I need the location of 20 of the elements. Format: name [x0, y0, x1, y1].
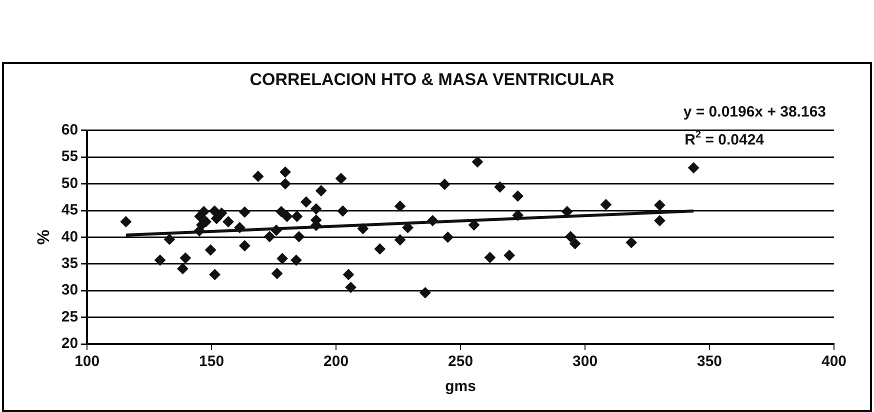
y-tick-label: 20	[61, 335, 78, 352]
y-tick-label: 55	[61, 148, 78, 166]
y-tick-label: 25	[61, 308, 78, 326]
x-tick-label: 100	[74, 353, 100, 370]
x-tick-label: 250	[448, 353, 474, 370]
y-tick-label: 30	[61, 282, 78, 299]
y-tick-label: 45	[61, 202, 78, 219]
x-tick-label: 400	[821, 353, 847, 370]
x-axis-title: gms	[445, 378, 476, 396]
y-axis-title: %	[34, 230, 53, 245]
y-tick-label: 40	[61, 228, 78, 246]
y-tick-label: 50	[61, 174, 78, 192]
chart-title: CORRELACION HTO & MASA VENTRICULAR	[250, 70, 614, 89]
x-tick-label: 300	[572, 353, 598, 370]
text: y = 0.0196x + 38.163	[683, 103, 826, 120]
x-tick-label: 350	[697, 353, 722, 370]
x-tick-label: 200	[324, 353, 349, 370]
y-tick-label: 35	[61, 255, 78, 272]
y-tick-label: 60	[61, 122, 78, 139]
x-tick-label: 150	[199, 353, 224, 370]
